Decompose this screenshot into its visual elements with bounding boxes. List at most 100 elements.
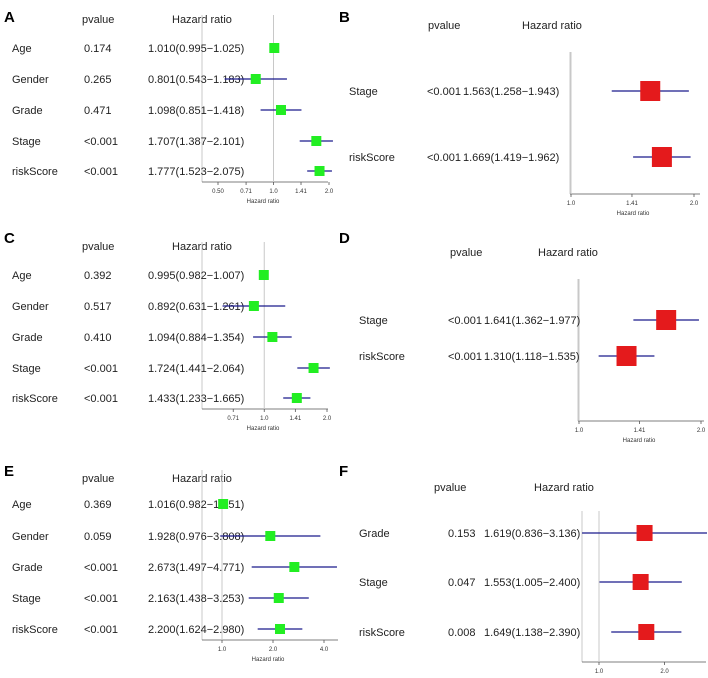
hr-marker bbox=[632, 574, 649, 590]
row-label: riskScore bbox=[359, 627, 405, 639]
x-tick-label: 1.0 bbox=[218, 647, 227, 653]
x-axis-title: Hazard ratio bbox=[617, 211, 650, 217]
hr-marker bbox=[275, 624, 286, 634]
x-tick-label: 2.0 bbox=[690, 201, 699, 207]
x-tick-label: 1.41 bbox=[295, 189, 307, 195]
row-pvalue: 0.517 bbox=[84, 301, 112, 313]
panel-letter: B bbox=[339, 9, 350, 26]
panel-letter: E bbox=[4, 463, 14, 480]
row-hazard-ratio-text: 1.928(0.976−3.808) bbox=[148, 531, 244, 543]
row-label: riskScore bbox=[12, 624, 58, 636]
hr-marker bbox=[651, 147, 672, 167]
header-pvalue: pvalue bbox=[428, 20, 460, 32]
hr-marker bbox=[258, 270, 269, 280]
row-label: riskScore bbox=[12, 393, 58, 405]
header-pvalue: pvalue bbox=[450, 247, 482, 259]
hr-marker bbox=[311, 136, 322, 146]
row-hazard-ratio-text: 1.563(1.258−1.943) bbox=[463, 86, 559, 98]
row-pvalue: <0.001 bbox=[84, 363, 118, 375]
x-tick-label: 0.71 bbox=[227, 416, 239, 422]
x-tick-label: 1.0 bbox=[269, 189, 278, 195]
hr-marker bbox=[308, 363, 319, 373]
row-pvalue: <0.001 bbox=[448, 351, 482, 363]
x-tick-label: 2.0 bbox=[269, 647, 278, 653]
header-hazard-ratio: Hazard ratio bbox=[522, 20, 582, 32]
x-tick-label: 1.41 bbox=[626, 201, 638, 207]
row-pvalue: 0.410 bbox=[84, 332, 112, 344]
row-hazard-ratio-text: 1.641(1.362−1.977) bbox=[484, 315, 580, 327]
row-pvalue: <0.001 bbox=[84, 393, 118, 405]
row-label: Stage bbox=[12, 136, 41, 148]
x-tick-label: 1.0 bbox=[595, 669, 604, 675]
hr-marker bbox=[638, 624, 655, 640]
hr-marker bbox=[275, 105, 286, 115]
row-label: Grade bbox=[359, 528, 390, 540]
hr-marker bbox=[314, 166, 325, 176]
x-tick-label: 0.50 bbox=[212, 189, 224, 195]
hr-marker bbox=[269, 43, 280, 53]
row-pvalue: <0.001 bbox=[84, 136, 118, 148]
x-tick-label: 1.0 bbox=[567, 201, 576, 207]
row-label: Stage bbox=[349, 86, 378, 98]
hr-marker bbox=[291, 393, 302, 403]
x-axis-title: Hazard ratio bbox=[247, 199, 280, 205]
hr-marker bbox=[656, 310, 677, 330]
row-hazard-ratio-text: 0.892(0.631−1.261) bbox=[148, 301, 244, 313]
x-tick-label: 1.0 bbox=[575, 428, 584, 434]
x-tick-label: 1.41 bbox=[290, 416, 302, 422]
header-pvalue: pvalue bbox=[434, 482, 466, 494]
x-tick-label: 2.0 bbox=[323, 416, 332, 422]
hr-marker bbox=[289, 562, 300, 572]
row-pvalue: 0.471 bbox=[84, 105, 112, 117]
row-hazard-ratio-text: 1.649(1.138−2.390) bbox=[484, 627, 580, 639]
x-tick-label: 2.0 bbox=[325, 189, 334, 195]
row-label: Stage bbox=[359, 315, 388, 327]
header-hazard-ratio: Hazard ratio bbox=[534, 482, 594, 494]
row-hazard-ratio-text: 1.724(1.441−2.064) bbox=[148, 363, 244, 375]
row-hazard-ratio-text: 1.619(0.836−3.136) bbox=[484, 528, 580, 540]
row-hazard-ratio-text: 1.016(0.982−1.051) bbox=[148, 499, 244, 511]
header-hazard-ratio: Hazard ratio bbox=[538, 247, 598, 259]
panel-letter: A bbox=[4, 9, 15, 26]
row-hazard-ratio-text: 2.673(1.497−4.771) bbox=[148, 562, 244, 574]
x-tick-label: 2.0 bbox=[660, 669, 669, 675]
row-pvalue: <0.001 bbox=[84, 166, 118, 178]
hr-marker bbox=[636, 525, 653, 541]
x-tick-label: 0.71 bbox=[240, 189, 252, 195]
header-pvalue: pvalue bbox=[82, 241, 114, 253]
row-hazard-ratio-text: 0.801(0.543−1.183) bbox=[148, 74, 244, 86]
x-tick-label: 1.0 bbox=[260, 416, 269, 422]
row-label: riskScore bbox=[12, 166, 58, 178]
row-label: Grade bbox=[12, 562, 43, 574]
row-hazard-ratio-text: 1.777(1.523−2.075) bbox=[148, 166, 244, 178]
row-pvalue: <0.001 bbox=[84, 562, 118, 574]
hr-marker bbox=[265, 531, 276, 541]
x-tick-label: 4.0 bbox=[320, 647, 329, 653]
panel-letter: F bbox=[339, 463, 348, 480]
row-label: Age bbox=[12, 499, 32, 511]
hr-marker bbox=[616, 346, 637, 366]
row-pvalue: 0.369 bbox=[84, 499, 112, 511]
row-label: Gender bbox=[12, 301, 49, 313]
row-hazard-ratio-text: 1.669(1.419−1.962) bbox=[463, 152, 559, 164]
row-label: Grade bbox=[12, 332, 43, 344]
hr-marker bbox=[248, 301, 259, 311]
row-pvalue: 0.174 bbox=[84, 43, 112, 55]
row-pvalue: 0.153 bbox=[448, 528, 476, 540]
row-hazard-ratio-text: 1.098(0.851−1.418) bbox=[148, 105, 244, 117]
row-hazard-ratio-text: 1.433(1.233−1.665) bbox=[148, 393, 244, 405]
row-label: Grade bbox=[12, 105, 43, 117]
row-hazard-ratio-text: 1.310(1.118−1.535) bbox=[484, 351, 580, 363]
x-axis-title: Hazard ratio bbox=[623, 438, 656, 444]
x-axis-title: Hazard ratio bbox=[247, 426, 280, 432]
row-label: Age bbox=[12, 43, 32, 55]
x-axis-title: Hazard ratio bbox=[252, 657, 285, 663]
row-pvalue: <0.001 bbox=[84, 593, 118, 605]
row-pvalue: 0.265 bbox=[84, 74, 112, 86]
row-pvalue: 0.008 bbox=[448, 627, 476, 639]
row-label: Age bbox=[12, 270, 32, 282]
row-hazard-ratio-text: 1.010(0.995−1.025) bbox=[148, 43, 244, 55]
hr-marker bbox=[640, 81, 661, 101]
row-label: Stage bbox=[12, 593, 41, 605]
